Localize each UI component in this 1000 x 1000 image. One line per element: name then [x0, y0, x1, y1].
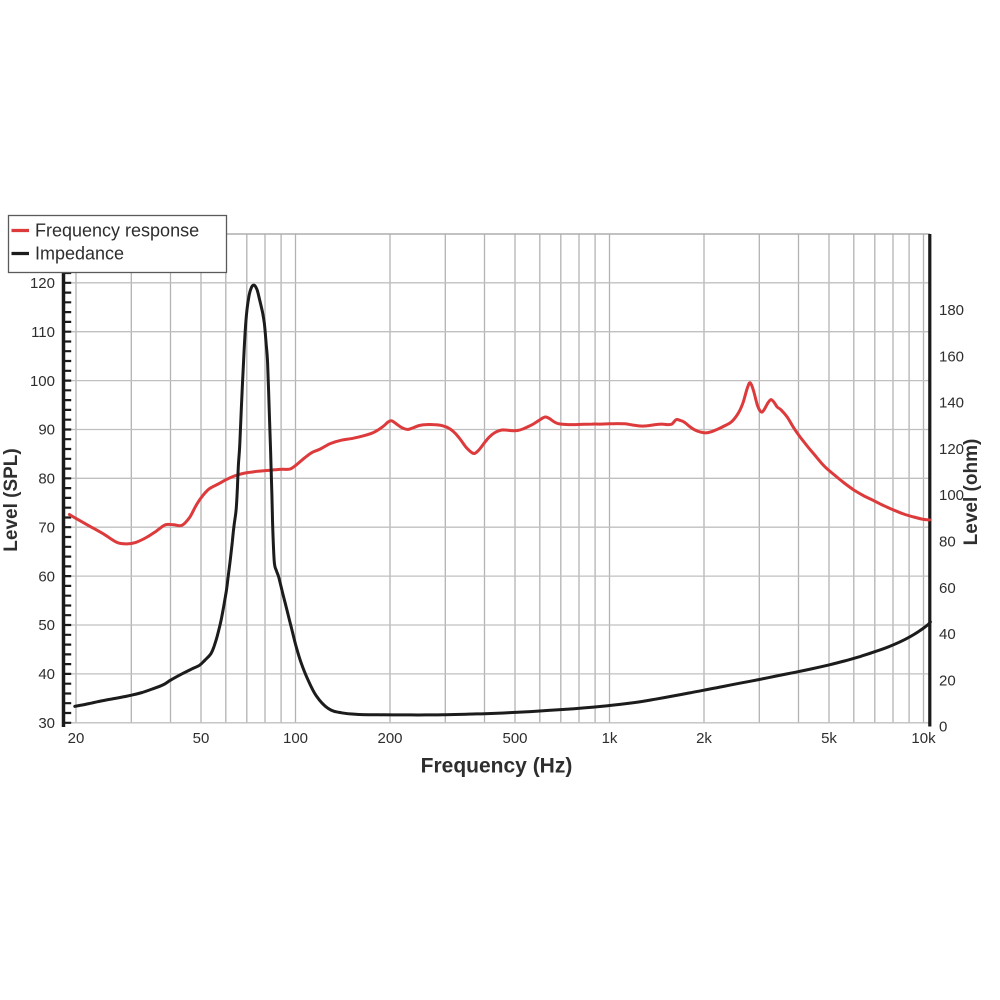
svg-text:Frequency (Hz): Frequency (Hz) [421, 755, 573, 778]
svg-text:160: 160 [939, 348, 964, 365]
svg-text:20: 20 [939, 672, 956, 689]
svg-text:100: 100 [283, 730, 308, 747]
svg-text:100: 100 [939, 487, 964, 504]
svg-text:90: 90 [38, 422, 55, 439]
svg-text:Level (SPL): Level (SPL) [1, 448, 22, 551]
svg-text:Impedance: Impedance [35, 244, 124, 264]
svg-text:140: 140 [939, 395, 964, 412]
svg-text:500: 500 [502, 730, 527, 747]
svg-text:80: 80 [939, 534, 956, 551]
svg-text:10k: 10k [911, 730, 936, 747]
svg-text:5k: 5k [821, 730, 837, 747]
svg-text:120: 120 [939, 441, 964, 458]
svg-text:110: 110 [31, 324, 55, 341]
svg-text:50: 50 [193, 730, 210, 747]
svg-text:1k: 1k [602, 730, 618, 747]
svg-text:40: 40 [939, 626, 956, 643]
svg-text:Level (ohm): Level (ohm) [961, 439, 982, 546]
svg-text:80: 80 [38, 471, 55, 488]
svg-text:0: 0 [939, 719, 947, 736]
svg-text:40: 40 [38, 666, 55, 683]
svg-text:20: 20 [68, 730, 85, 747]
svg-text:Frequency response: Frequency response [35, 221, 199, 241]
svg-text:50: 50 [38, 617, 55, 634]
svg-text:120: 120 [30, 275, 55, 292]
svg-text:30: 30 [38, 715, 55, 732]
svg-text:2k: 2k [696, 730, 712, 747]
svg-text:70: 70 [38, 519, 55, 536]
svg-text:60: 60 [38, 568, 55, 585]
svg-text:200: 200 [377, 730, 402, 747]
svg-text:180: 180 [939, 302, 964, 319]
svg-text:60: 60 [939, 580, 956, 597]
svg-text:100: 100 [30, 373, 55, 390]
